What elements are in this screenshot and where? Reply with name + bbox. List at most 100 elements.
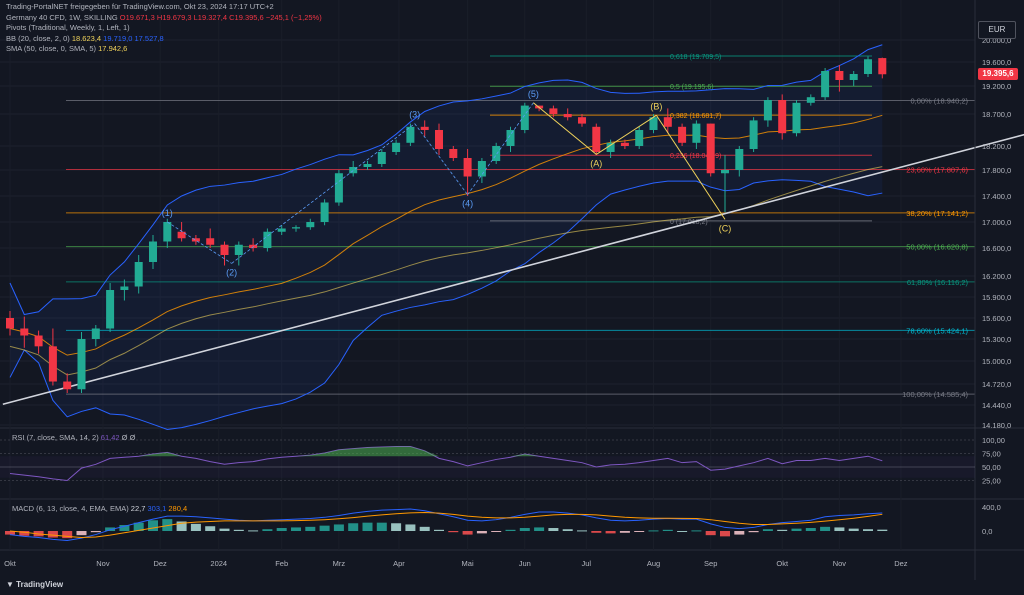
candle-body (520, 105, 529, 130)
candle-body (349, 167, 358, 174)
macd-histogram-bar (705, 531, 716, 536)
rsi-band (0, 456, 975, 478)
fib-ext-label: 0 (17.018,2) (670, 219, 708, 226)
price-tick-label: 17.400,0 (982, 192, 1011, 201)
price-tick-label: 19.200,0 (982, 82, 1011, 91)
macd-histogram-bar (720, 531, 730, 537)
macd-histogram-bar (291, 527, 301, 531)
candle-body (277, 228, 286, 232)
time-axis[interactable]: Okt Nov Dez 2024 Feb Mrz Apr Mai Jun Jul Aug Sep Okt… (4, 559, 908, 568)
rsi-label: RSI (7, close, SMA, 14, 2) (12, 433, 99, 442)
rsi-overbought-fill (10, 446, 883, 457)
candle-body (420, 126, 429, 130)
macd-histogram-bar (405, 524, 416, 531)
macd-histogram-bar (562, 529, 573, 531)
currency-selector[interactable]: EUR (978, 21, 1016, 39)
macd-histogram-bar (791, 528, 802, 531)
macd-histogram-bar (519, 528, 530, 531)
ohlc-open: O19.671,3 (119, 12, 155, 22)
tv-logo-text: TradingView (16, 580, 64, 589)
wave-label: (2) (226, 267, 237, 277)
candle-body (435, 130, 443, 149)
macd-legend[interactable]: MACD (6, 13, close, 4, EMA, EMA) 22,7 30… (12, 504, 187, 513)
symbol-line[interactable]: Germany 40 CFD, 1W, SKILLING O19.671,3 H… (6, 13, 322, 24)
macd-histogram-bar (376, 522, 387, 531)
time-tick-label: Dez (153, 559, 167, 568)
macd-histogram-bar (434, 529, 444, 531)
macd-histogram-bar (276, 528, 287, 531)
macd-histogram-bar (262, 529, 273, 531)
sma-legend[interactable]: SMA (50, close, 0, SMA, 5) 17.942,6 (6, 44, 322, 55)
candles (6, 56, 887, 393)
candle-body (821, 71, 830, 98)
macd-histogram-bar (362, 522, 373, 531)
candle-body (163, 222, 172, 242)
bb-lower-line (9, 179, 883, 431)
candle-body (778, 100, 787, 134)
price-axis[interactable]: 14.180,0 14.440,0 14.720,0 15.000,0 15.300,0… (974, 0, 1011, 580)
candle-body (377, 152, 386, 164)
time-tick-label: Mai (462, 559, 474, 568)
fib-ext-label: 0,5 (19.195,6) (670, 84, 714, 91)
macd-histogram-bar (248, 530, 259, 532)
macd-histogram-bar (233, 529, 244, 531)
candle-body (463, 158, 472, 177)
rsi-legend[interactable]: RSI (7, close, SMA, 14, 2) 61,42 Ø Ø (12, 433, 135, 442)
fib-level-label: 100,00% (14.585,4) (902, 390, 968, 399)
candle-body (563, 114, 572, 118)
macd-histogram-bar (548, 528, 559, 531)
price-tick-label: 17.000,0 (982, 218, 1011, 227)
rsi-tick-label: 50,00 (982, 463, 1001, 472)
candle-body (506, 130, 515, 146)
candle-body (63, 381, 72, 390)
price-tick-label: 19.600,0 (982, 58, 1011, 67)
pivots-legend[interactable]: Pivots (Traditional, Weekly, 1, Left, 1) (6, 23, 130, 33)
macd-histogram-bar (219, 528, 230, 531)
sma-value: 17.942,6 (98, 44, 128, 54)
bb-lower: 17.527,8 (134, 33, 164, 43)
fib-ext-label: 0,618 (19.709,5) (670, 54, 721, 61)
macd-pane[interactable]: 0,0 400,0 (5, 503, 1001, 542)
candle-body (721, 170, 729, 174)
candle-body (134, 262, 143, 287)
candle-body (477, 161, 486, 177)
macd-histogram-bar (391, 523, 402, 531)
rsi-extra: Ø Ø (121, 433, 136, 442)
candle-body (220, 244, 229, 255)
macd-histogram-bar (534, 527, 545, 531)
macd-histogram-bar (491, 531, 502, 532)
price-tick-label: 14.720,0 (982, 380, 1011, 389)
rsi-tick-label: 25,00 (982, 477, 1001, 486)
tradingview-logo[interactable]: ▼ TradingView (6, 580, 63, 589)
candle-body (263, 231, 272, 248)
candle-body (749, 120, 758, 149)
bb-upper: 19.719,0 (103, 33, 133, 43)
candle-body (206, 238, 215, 245)
candle-body (878, 58, 887, 75)
wave-label: (4) (462, 199, 473, 209)
candle-body (449, 149, 458, 158)
macd-histogram-bar (476, 531, 487, 534)
macd-histogram-bar (634, 531, 645, 532)
macd-histogram-bar (90, 531, 101, 533)
macd-histogram-bar (820, 526, 831, 531)
fib-level-label: 38,20% (17.141,2) (906, 209, 968, 218)
candle-body (191, 238, 200, 242)
wave-connector (167, 221, 232, 264)
indicator-lines (2, 44, 1024, 431)
bb-legend[interactable]: BB (20, close, 2, 0) 18.623,4 19.719,0 1… (6, 34, 322, 45)
macd-histogram-bar (748, 531, 759, 533)
macd-label: MACD (6, 13, close, 4, EMA, EMA) (12, 504, 129, 513)
candle-body (91, 328, 100, 339)
time-tick-label: Nov (833, 559, 847, 568)
candle-body (6, 318, 14, 329)
candle-body (249, 244, 258, 248)
macd-histogram-bar (348, 523, 359, 531)
symbol-name: Germany 40 CFD, 1W, SKILLING (6, 12, 118, 22)
bb-upper-line (9, 44, 883, 316)
candle-body (635, 130, 644, 146)
rsi-pane[interactable]: 25,00 50,00 75,00 100,00 (0, 436, 1005, 486)
candle-body (20, 328, 29, 336)
candle-body (177, 231, 186, 239)
